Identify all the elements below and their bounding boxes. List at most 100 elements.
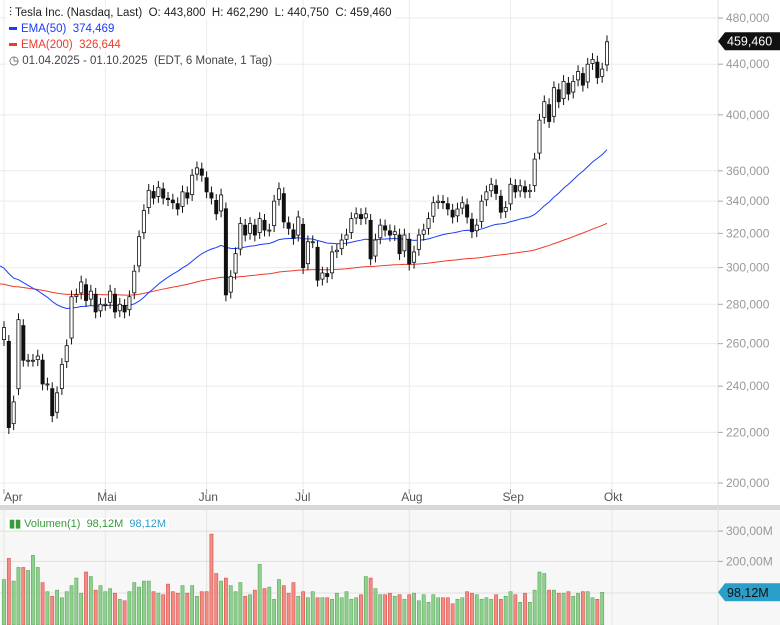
candle-body (431, 202, 436, 217)
candle-body (489, 183, 494, 192)
volume-bar (79, 592, 84, 625)
candle-body (407, 238, 412, 265)
y-tick-label: 340,000 (726, 194, 770, 208)
candle-body (301, 223, 306, 269)
candle-body (190, 174, 195, 195)
y-tick-label: 360,000 (726, 164, 770, 178)
volume-bar (103, 591, 108, 625)
volume-bar (267, 586, 272, 625)
volume-bar (431, 594, 436, 625)
volume-bar (214, 573, 219, 625)
candle-body (310, 241, 315, 244)
x-tick-label: Jun (199, 490, 218, 504)
volume-bar (354, 597, 359, 625)
y-tick-label: 400,000 (726, 108, 770, 122)
y-tick-label: 220,000 (726, 425, 770, 439)
candle-body (503, 207, 508, 212)
candle-body (527, 189, 532, 193)
candle-body (117, 303, 122, 312)
x-tick-label: Aug (401, 490, 422, 504)
volume-bar (426, 602, 431, 625)
legend-ema50[interactable]: EMA(50) 374,469 (6, 21, 395, 37)
candle-body (132, 270, 137, 294)
volume-bar (484, 597, 489, 625)
candle-body (494, 185, 499, 194)
candle-body (402, 234, 407, 252)
volume-bar (146, 580, 151, 625)
volume-bar (465, 591, 470, 625)
candle-body (291, 229, 296, 239)
candle-body (522, 186, 527, 193)
candle-body (363, 213, 368, 219)
volume-bar (552, 589, 556, 625)
volume-bar (542, 573, 547, 625)
candle-body (455, 208, 460, 217)
candle-body (243, 224, 248, 236)
candle-body (16, 319, 21, 390)
volume-bar (117, 598, 122, 625)
candle-body (436, 200, 441, 203)
candle-body (84, 284, 89, 301)
candle-body (146, 189, 151, 208)
candle-body (257, 218, 262, 233)
candle-body (156, 186, 161, 197)
volume-bar (330, 598, 334, 625)
volume-bar (498, 598, 503, 625)
volume-bar (166, 583, 170, 625)
volume-bar (209, 533, 214, 625)
volume-bar (272, 598, 277, 625)
candle-body (59, 364, 64, 389)
volume-bar (248, 594, 252, 625)
volume-bar (296, 595, 301, 625)
ema200-label: EMA(200) (21, 39, 73, 51)
clock-icon: ◷ (9, 55, 20, 67)
candle-body (387, 230, 392, 236)
volume-bar (301, 591, 305, 625)
volume-bar (315, 597, 320, 625)
candle-body (479, 200, 484, 222)
ema200-swatch (9, 43, 17, 47)
candle-body (276, 188, 281, 200)
volume-bar (349, 598, 354, 625)
volume-bar (556, 592, 561, 625)
candle-body (368, 219, 373, 260)
volume-bar (21, 567, 26, 625)
candle-body (344, 234, 349, 240)
volume-bar (523, 592, 527, 625)
candle-body (161, 188, 166, 199)
legend-ema200[interactable]: EMA(200) 326,644 (6, 37, 395, 53)
volume-bar (334, 592, 339, 625)
candle-body (334, 249, 339, 253)
volume-bar (228, 585, 233, 625)
candle-body (267, 229, 272, 232)
symbol-title[interactable]: Tesla Inc. (Nasdaq, Last) (15, 7, 143, 19)
candle-body (551, 87, 556, 117)
candle-body (513, 184, 518, 193)
volume-bar (291, 582, 296, 625)
volume-bar (306, 597, 310, 625)
candle-body (175, 203, 180, 210)
candle-body (35, 355, 40, 361)
candle-body (426, 218, 431, 229)
volume-label[interactable]: Volumen(1) (24, 518, 81, 530)
volume-bar (190, 585, 195, 625)
range-info: (EDT, 6 Monate, 1 Tag) (153, 55, 273, 67)
candlestick-icon: ⫶ (9, 5, 13, 19)
volume-bar (170, 591, 175, 625)
volume-bar (388, 592, 392, 625)
candle-body (112, 293, 117, 313)
y-tick-label: 480,000 (726, 11, 770, 25)
volume-bar (151, 591, 156, 625)
candle-body (45, 383, 50, 386)
volume-bar (277, 579, 281, 625)
panel-divider[interactable] (0, 505, 780, 510)
volume-bar (580, 591, 585, 625)
volume-bar (64, 591, 69, 625)
candle-body (180, 191, 185, 207)
volume-bar (6, 558, 11, 625)
volume-bar (402, 598, 407, 625)
volume-bar (132, 582, 137, 625)
ema50-value: 374,469 (72, 23, 115, 35)
